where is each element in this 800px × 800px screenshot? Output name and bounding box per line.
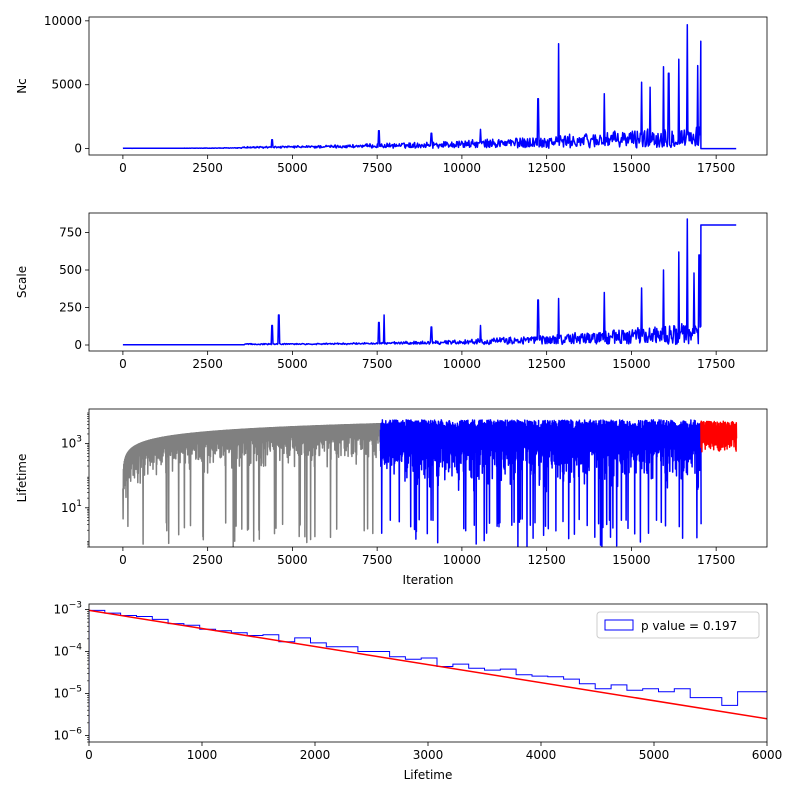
x-tick-label: 10000 bbox=[443, 357, 481, 371]
y-tick-label: 10−5 bbox=[53, 684, 82, 700]
series-line-1 bbox=[122, 218, 737, 346]
x-tick-label: 6000 bbox=[752, 748, 783, 762]
y-axis-label: Lifetime bbox=[15, 454, 29, 503]
x-tick-label: 3000 bbox=[413, 748, 444, 762]
plot-area bbox=[122, 419, 738, 547]
x-tick-label: 12500 bbox=[528, 161, 566, 175]
y-axis: 0 250 500 750 bbox=[59, 226, 89, 352]
y-tick-label: 250 bbox=[59, 301, 82, 315]
y-axis: 101 103 bbox=[61, 412, 89, 548]
x-axis: 0 1000 2000 3000 4000 5000 6000 bbox=[85, 742, 782, 762]
x-tick-label: 12500 bbox=[528, 357, 566, 371]
y-tick-label: 0 bbox=[74, 338, 82, 352]
y-tick-label: 0 bbox=[74, 142, 82, 156]
x-tick-label: 0 bbox=[85, 748, 93, 762]
y-axis-label: Scale bbox=[15, 266, 29, 298]
x-tick-label: 0 bbox=[119, 161, 127, 175]
x-tick-label: 15000 bbox=[612, 161, 650, 175]
chart-4: 0 1000 2000 3000 4000 5000 600010−610−510−410−… bbox=[53, 600, 782, 782]
legend-swatch bbox=[604, 619, 634, 631]
x-tick-label: 10000 bbox=[443, 161, 481, 175]
chart-1: 0 2500 5000 7500 10000 12500 15000 17500 0 5000 10… bbox=[15, 14, 768, 175]
x-tick-label: 10000 bbox=[443, 553, 481, 567]
y-tick-label: 10000 bbox=[44, 14, 82, 28]
x-tick-label: 7500 bbox=[362, 553, 393, 567]
series-line-3 bbox=[700, 420, 738, 453]
x-tick-label: 7500 bbox=[362, 161, 393, 175]
x-axis-label: Iteration bbox=[403, 573, 454, 587]
y-tick-label: 101 bbox=[61, 499, 82, 515]
series-line-1 bbox=[122, 422, 382, 547]
x-tick-label: 5000 bbox=[277, 357, 308, 371]
x-tick-label: 2500 bbox=[192, 357, 223, 371]
x-tick-label: 15000 bbox=[612, 357, 650, 371]
series-line-2 bbox=[379, 419, 702, 547]
x-tick-label: 5000 bbox=[277, 553, 308, 567]
x-tick-label: 5000 bbox=[639, 748, 670, 762]
histogram-steps bbox=[89, 609, 767, 742]
x-axis: 0 2500 5000 7500 10000 12500 15000 17500 bbox=[119, 547, 735, 567]
x-axis: 0 2500 5000 7500 10000 12500 15000 17500 bbox=[119, 351, 735, 371]
y-tick-label: 500 bbox=[59, 263, 82, 277]
y-tick-label: 10−4 bbox=[53, 642, 82, 658]
series-line-1 bbox=[122, 23, 737, 150]
legend-label: p value = 0.197 bbox=[641, 619, 737, 633]
x-tick-label: 0 bbox=[119, 357, 127, 371]
chart-2: 0 2500 5000 7500 10000 12500 15000 17500 0 250 500… bbox=[15, 212, 768, 371]
plot-area bbox=[122, 218, 737, 346]
y-axis: 10−6 10−5 10−4 10−3 bbox=[53, 600, 89, 742]
y-axis-label: Nc bbox=[15, 78, 29, 94]
x-tick-label: 5000 bbox=[277, 161, 308, 175]
axes-frame bbox=[88, 16, 768, 156]
plot-area bbox=[89, 609, 767, 742]
legend: p value = 0.197 bbox=[596, 611, 760, 639]
y-tick-label: 10−3 bbox=[53, 600, 82, 616]
x-tick-label: 12500 bbox=[528, 553, 566, 567]
x-tick-label: 4000 bbox=[526, 748, 557, 762]
x-tick-label: 1000 bbox=[187, 748, 218, 762]
y-tick-label: 103 bbox=[61, 435, 82, 451]
x-tick-label: 17500 bbox=[697, 161, 735, 175]
fit-line bbox=[89, 609, 767, 720]
y-tick-label: 10−6 bbox=[53, 726, 82, 742]
chart-3: 0 2500 5000 7500 10000 12500 15000 17500 101 103 L… bbox=[15, 408, 768, 587]
y-tick-label: 750 bbox=[59, 226, 82, 240]
y-axis: 0 5000 10000 bbox=[44, 14, 89, 156]
x-axis: 0 2500 5000 7500 10000 12500 15000 17500 bbox=[119, 155, 735, 175]
x-tick-label: 17500 bbox=[697, 357, 735, 371]
plot-area bbox=[122, 23, 737, 150]
x-tick-label: 2500 bbox=[192, 161, 223, 175]
axes-frame bbox=[88, 408, 768, 548]
x-tick-label: 17500 bbox=[697, 553, 735, 567]
x-tick-label: 0 bbox=[119, 553, 127, 567]
x-tick-label: 7500 bbox=[362, 357, 393, 371]
legend-box bbox=[596, 611, 760, 639]
x-tick-label: 2500 bbox=[192, 553, 223, 567]
x-tick-label: 2000 bbox=[300, 748, 331, 762]
x-tick-label: 15000 bbox=[612, 553, 650, 567]
y-tick-label: 5000 bbox=[51, 78, 82, 92]
axes-frame bbox=[88, 212, 768, 352]
x-axis-label: Lifetime bbox=[404, 768, 453, 782]
